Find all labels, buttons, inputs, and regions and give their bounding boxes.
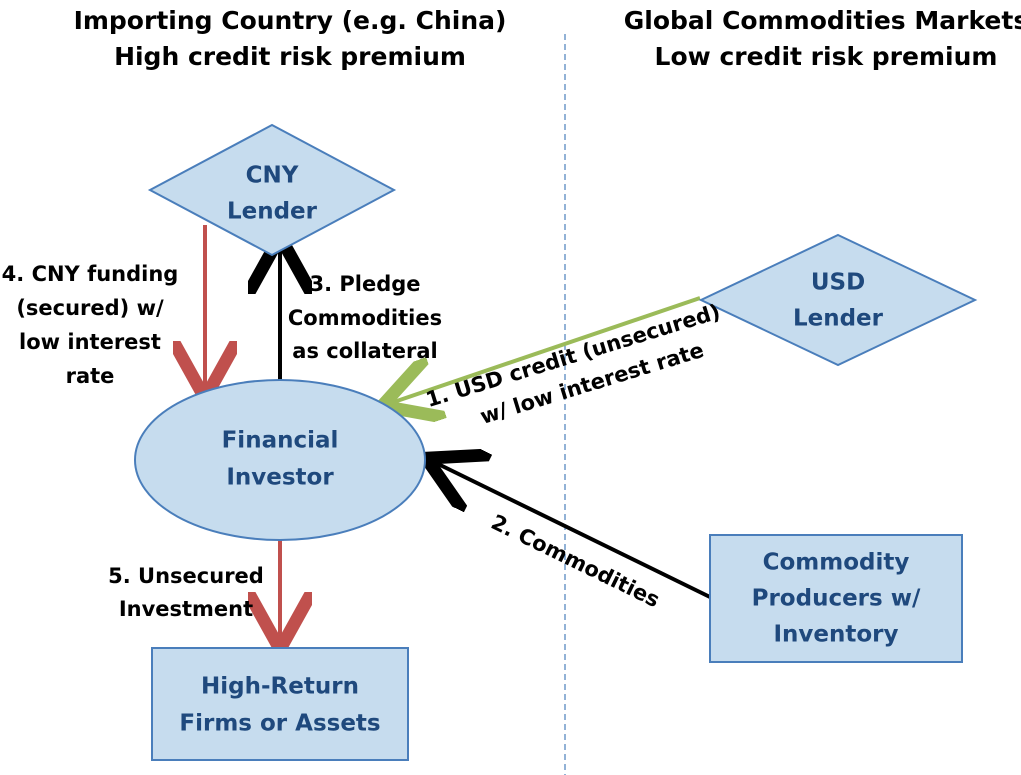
node-label: Financial [222, 428, 339, 454]
arrow [388, 296, 701, 404]
diamond [147, 123, 397, 257]
header-right: Global Commodities Markets [624, 6, 1021, 35]
edge-label: 5. Unsecured [108, 564, 264, 588]
arrow [432, 461, 713, 600]
header-left: High credit risk premium [114, 42, 466, 71]
edge-label: 4. CNY funding [2, 262, 179, 286]
diamond [698, 233, 978, 367]
header-right: Low credit risk premium [655, 42, 998, 71]
node-label: Commodity [763, 550, 910, 576]
node-label: Investor [226, 465, 334, 491]
node-label: Inventory [773, 622, 898, 648]
edge-label-group: 1. USD credit (unsecured) w/ low interes… [423, 299, 723, 428]
node-label: USD [811, 270, 865, 296]
edge-label: Investment [119, 597, 253, 621]
edge-label: rate [66, 364, 115, 388]
edge-label: low interest [19, 330, 161, 354]
edge-label: as collateral [292, 339, 437, 363]
edge-label: Commodities [288, 306, 442, 330]
ellipse [134, 379, 426, 541]
node-label: Producers w/ [752, 586, 921, 612]
edge-label: (secured) w/ [16, 296, 164, 320]
node-label: Lender [227, 199, 318, 225]
box [151, 647, 409, 761]
node-label: Lender [793, 306, 884, 332]
header-left: Importing Country (e.g. China) [74, 6, 507, 35]
node-label: High-Return [201, 674, 359, 700]
box [709, 534, 963, 663]
node-label: CNY [246, 163, 299, 189]
node-label: Firms or Assets [179, 711, 380, 737]
edge-label: 3. Pledge [309, 272, 420, 296]
